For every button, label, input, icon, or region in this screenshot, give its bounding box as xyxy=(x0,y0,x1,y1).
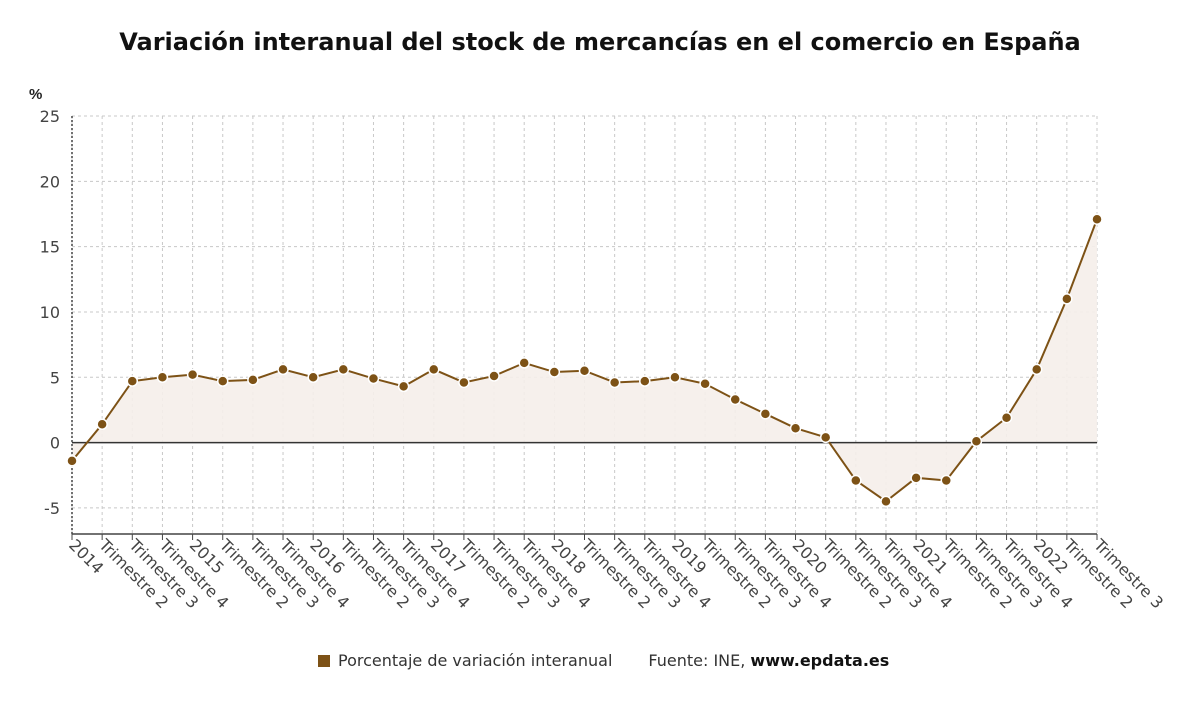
data-point xyxy=(488,370,500,382)
source-site: www.epdata.es xyxy=(750,651,890,670)
y-tick-label: 0 xyxy=(50,434,60,453)
data-point xyxy=(397,380,410,393)
data-point xyxy=(1061,293,1073,305)
chart-title: Variación interanual del stock de mercan… xyxy=(119,28,1081,56)
grid-lines xyxy=(71,115,1098,534)
data-point xyxy=(639,375,651,387)
data-point xyxy=(1030,363,1043,376)
y-tick-label: 5 xyxy=(50,368,60,387)
data-point xyxy=(669,371,681,383)
data-point xyxy=(789,422,802,434)
data-point xyxy=(548,366,561,378)
data-point xyxy=(819,431,832,444)
area-under-line xyxy=(72,219,1097,502)
y-tick-label: 10 xyxy=(40,303,60,322)
data-point xyxy=(66,455,78,467)
data-point xyxy=(216,375,229,387)
area-fill xyxy=(72,219,1097,502)
y-tick-label: 20 xyxy=(40,172,60,191)
data-point xyxy=(458,376,470,389)
legend-label: Porcentaje de variación interanual xyxy=(338,651,613,670)
data-point xyxy=(1000,411,1013,424)
data-point xyxy=(367,372,380,385)
data-point xyxy=(608,376,621,389)
data-point xyxy=(880,495,892,508)
y-tick-label: 15 xyxy=(40,238,60,257)
y-axis-unit: % xyxy=(29,86,43,103)
data-point xyxy=(699,378,711,390)
data-point xyxy=(126,375,139,387)
data-point xyxy=(759,408,772,420)
legend: Porcentaje de variación interanual Fuent… xyxy=(318,651,889,670)
data-point xyxy=(1091,213,1103,225)
data-point xyxy=(337,363,350,376)
data-point xyxy=(156,371,169,383)
data-point xyxy=(307,371,319,383)
data-point xyxy=(277,363,289,376)
y-tick-label: 25 xyxy=(40,107,60,126)
data-points xyxy=(66,213,1103,508)
source-prefix: Fuente: INE, xyxy=(648,651,746,670)
data-point xyxy=(428,363,440,376)
data-point xyxy=(518,357,530,369)
data-point xyxy=(96,418,108,431)
source-note: Fuente: INE, www.epdata.es xyxy=(648,651,889,670)
data-point xyxy=(186,368,199,381)
y-tick-label: -5 xyxy=(44,499,60,518)
data-point xyxy=(940,474,953,487)
data-point xyxy=(578,364,591,377)
data-point xyxy=(910,472,922,484)
data-point xyxy=(729,393,741,406)
data-point xyxy=(850,474,862,487)
data-point xyxy=(247,374,259,386)
y-tick-labels: 25 20 15 10 5 0 -5 xyxy=(40,107,60,518)
data-point xyxy=(970,435,983,448)
legend-swatch xyxy=(318,654,330,667)
